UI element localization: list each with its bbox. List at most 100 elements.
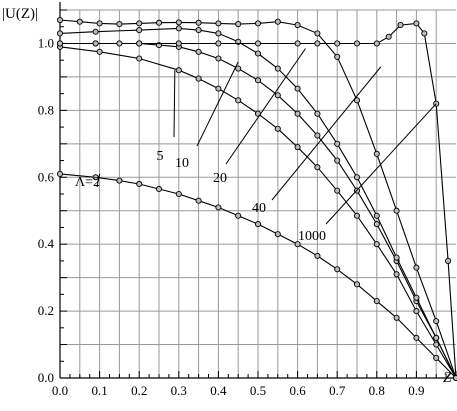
series-line [59, 27, 457, 379]
data-point [294, 241, 301, 248]
data-point [433, 334, 440, 341]
y-tick-label: 0.8 [38, 102, 54, 117]
data-point [175, 19, 182, 26]
x-tick-label: 0.8 [369, 383, 385, 398]
data-point [235, 97, 242, 104]
data-point [433, 318, 440, 325]
x-tick-label: 0.2 [131, 383, 147, 398]
x-tick-label: 0.0 [52, 383, 68, 398]
data-point [373, 212, 380, 219]
curve-annotations: Λ=2 5 10 20 40 1000 [75, 48, 437, 244]
y-tick-label: 0.4 [38, 236, 55, 251]
data-point [334, 140, 341, 147]
data-point [56, 16, 64, 24]
annotation-leader [325, 103, 437, 225]
data-point [413, 264, 420, 271]
data-point [195, 75, 202, 82]
data-point [116, 21, 123, 28]
data-point [373, 40, 380, 47]
data-point [334, 187, 341, 194]
data-point [334, 40, 341, 47]
series-line [59, 173, 457, 379]
data-point [175, 40, 182, 47]
annotation-label: 10 [175, 156, 189, 171]
data-point [136, 55, 143, 62]
data-point [215, 85, 222, 92]
data-point [215, 55, 222, 62]
annotation-label: 40 [252, 201, 266, 216]
data-point [393, 314, 400, 321]
data-point [92, 174, 99, 181]
data-point [254, 77, 262, 84]
data-point [96, 20, 103, 27]
data-point [373, 150, 380, 157]
data-point [353, 281, 361, 288]
data-point [413, 294, 420, 301]
data-point [385, 33, 392, 40]
data-point [136, 20, 143, 27]
axes [59, 2, 457, 379]
y-axis-title: |U(Z)| [2, 6, 38, 22]
series-group [56, 16, 457, 382]
annotation-label: 1000 [298, 229, 326, 244]
data-point [56, 170, 64, 177]
data-point [334, 157, 341, 164]
x-axis-title: Z [443, 370, 452, 386]
x-tick-label: 0.5 [250, 383, 266, 398]
data-point [433, 341, 440, 348]
annotation-leader [96, 173, 101, 188]
data-point [294, 22, 301, 29]
data-point [413, 334, 420, 341]
data-point [116, 177, 123, 184]
data-point [393, 271, 400, 278]
data-point [373, 221, 380, 228]
data-point [116, 40, 123, 47]
y-tick-label: 0.2 [38, 303, 54, 318]
data-point [413, 308, 420, 315]
data-point [215, 204, 222, 211]
data-point [215, 20, 222, 27]
data-point [274, 125, 281, 132]
data-point [96, 48, 103, 55]
data-point [421, 30, 428, 37]
data-point [76, 18, 83, 25]
tick-labels: 0.0 0.1 0.2 0.3 0.4 0.5 0.6 0.7 0.8 0.9 0.0 0.2 0.4 0… [38, 35, 425, 398]
data-point [235, 21, 242, 28]
x-tick-label: 0.7 [329, 383, 346, 398]
data-point [373, 241, 380, 248]
data-point [254, 50, 262, 57]
data-point [155, 185, 163, 193]
data-point [294, 110, 301, 117]
data-point [175, 67, 182, 74]
data-point [314, 40, 321, 47]
annotation-label: Λ=2 [75, 175, 100, 190]
data-point [235, 65, 242, 72]
x-tick-label: 0.6 [289, 383, 306, 398]
data-point [334, 53, 341, 60]
data-point [175, 25, 182, 32]
y-tick-label: 1.0 [38, 35, 54, 50]
data-point [373, 298, 380, 305]
data-point [314, 132, 321, 139]
data-point [334, 266, 341, 273]
annotation-label: 5 [157, 149, 164, 164]
data-point [413, 20, 420, 27]
data-point [353, 212, 361, 219]
data-point [155, 19, 163, 26]
data-point [136, 27, 143, 34]
annotation-label: 20 [213, 171, 227, 186]
data-point [56, 30, 64, 37]
data-point [274, 65, 281, 72]
series-0 [56, 170, 457, 382]
data-point [294, 85, 301, 92]
annotation-leader [271, 66, 382, 201]
data-point [215, 40, 222, 47]
data-point [92, 40, 99, 47]
y-tick-label: 0.0 [38, 370, 54, 385]
data-point [195, 197, 202, 204]
data-point [175, 190, 182, 198]
series-1 [56, 43, 457, 382]
annotation-leader [196, 61, 239, 147]
data-point [314, 110, 321, 117]
data-point [314, 252, 321, 259]
